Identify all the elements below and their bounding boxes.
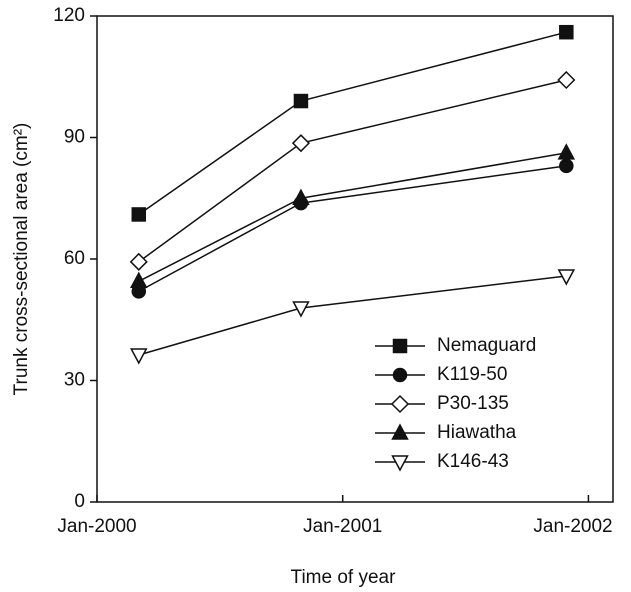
series-line: [138, 165, 567, 293]
legend-marker: [391, 455, 409, 472]
y-tick-label: 90: [64, 127, 85, 148]
y-tick-label: 30: [64, 370, 85, 391]
data-point: [557, 269, 576, 286]
data-point: [130, 271, 148, 289]
y-tick-label: 120: [53, 5, 85, 26]
legend-label: K146-43: [437, 451, 509, 472]
x-tick-label: Jan-2002: [533, 516, 612, 537]
legend-marker: [391, 423, 409, 440]
data-point: [559, 24, 574, 40]
data-point: [291, 134, 311, 153]
y-tick-label: 0: [74, 491, 85, 512]
legend-label: K119-50: [437, 364, 507, 385]
data-point: [293, 93, 309, 109]
data-point: [130, 348, 148, 365]
series-line: [138, 31, 567, 216]
data-point: [557, 143, 576, 160]
x-tick-label: Jan-2001: [303, 516, 382, 537]
data-point: [129, 252, 148, 271]
legend-label: Hiawatha: [437, 422, 517, 443]
x-tick-label: Jan-2000: [57, 516, 136, 537]
legend-label: Nemaguard: [437, 335, 536, 356]
data-point: [557, 70, 576, 90]
legend-marker: [392, 338, 408, 354]
data-point: [559, 158, 574, 174]
legend-marker: [392, 367, 408, 383]
y-tick-label: 60: [64, 248, 85, 269]
data-point: [292, 188, 310, 205]
legend-label: P30-135: [437, 393, 509, 414]
series-line: [138, 152, 567, 282]
data-point: [292, 301, 310, 318]
series-line: [138, 79, 567, 263]
data-point: [131, 207, 147, 222]
y-axis-label: Trunk cross-sectional area (cm²): [11, 123, 32, 396]
plot-frame: [96, 15, 614, 503]
legend-marker: [390, 394, 410, 414]
x-axis-label: Time of year: [291, 567, 397, 588]
